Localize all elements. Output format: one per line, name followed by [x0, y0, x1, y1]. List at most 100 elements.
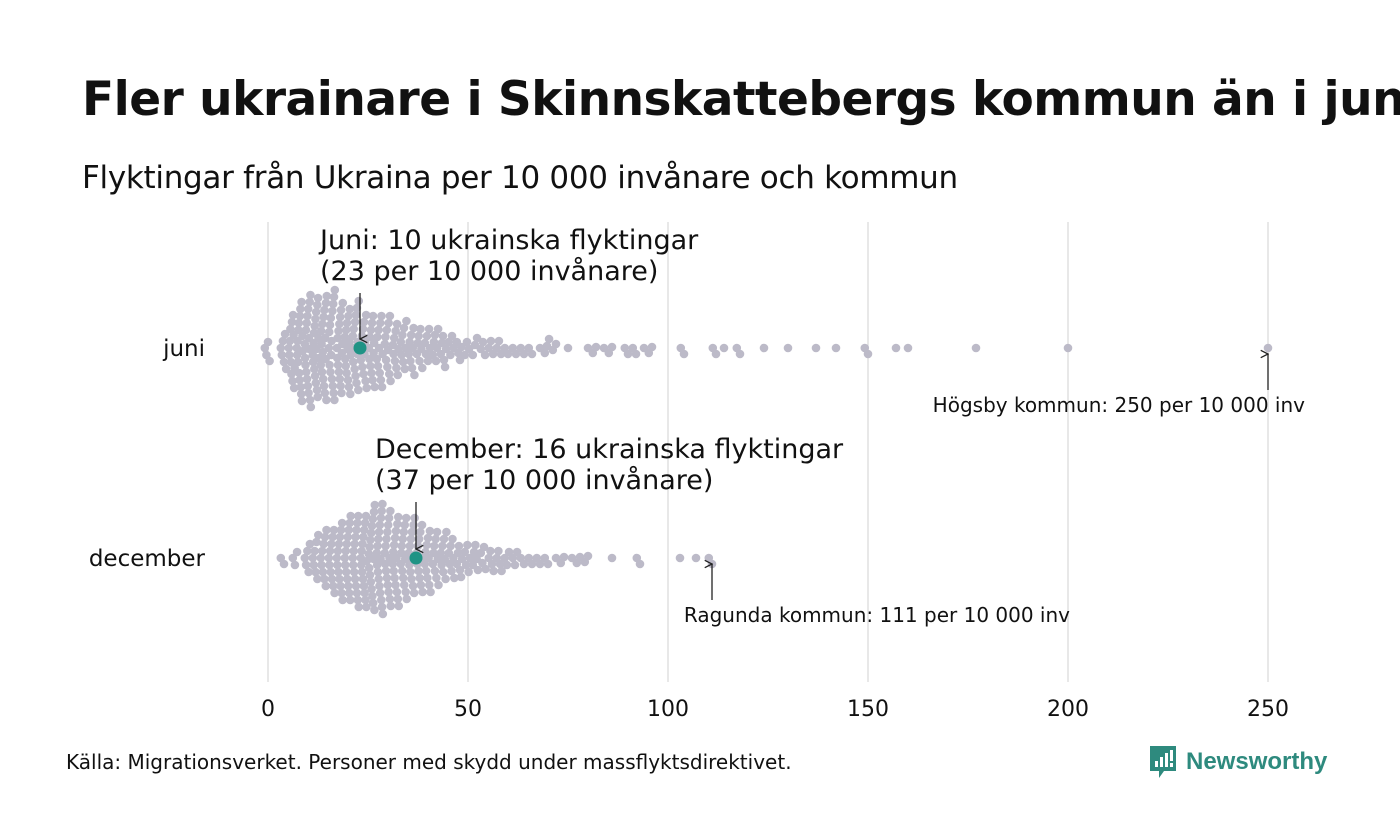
dot-juni [354, 296, 364, 306]
newsworthy-logo-icon [1150, 746, 1176, 778]
dot-december [337, 518, 347, 528]
dot-december [383, 520, 393, 530]
dot-juni [373, 332, 382, 342]
dot-juni [336, 381, 345, 391]
dot-juni [320, 305, 329, 315]
dot-december [317, 546, 327, 556]
dot-juni [333, 333, 342, 343]
dot-juni [511, 349, 521, 359]
dot-december [359, 525, 369, 535]
dot-juni [407, 363, 417, 373]
dot-juni [301, 325, 311, 335]
dot-december [366, 535, 375, 545]
dot-december [279, 559, 289, 569]
dot-juni [335, 374, 345, 384]
dot-december [408, 581, 418, 591]
dot-juni [338, 298, 348, 308]
dot-december [439, 534, 449, 544]
dot-december [374, 527, 384, 537]
dot-juni [341, 325, 351, 335]
dot-juni [362, 383, 371, 393]
dot-juni [460, 350, 470, 360]
dot-juni [437, 338, 447, 348]
dot-juni [365, 354, 374, 364]
dot-december [416, 580, 426, 590]
dot-december [410, 513, 419, 523]
dot-december [456, 572, 466, 582]
highlight-annotation-december: (37 per 10 000 invånare) [375, 465, 713, 496]
dot-december [401, 587, 411, 597]
brand-name: Newsworthy [1186, 748, 1328, 775]
dot-juni [351, 371, 360, 381]
dot-juni [295, 311, 305, 321]
dot-december [353, 511, 363, 521]
dot-december [345, 595, 355, 605]
dot-december [406, 534, 416, 544]
dot-juni [348, 331, 358, 341]
dot-december [350, 539, 359, 549]
dot-december [393, 594, 403, 604]
dot-juni [903, 343, 913, 353]
dot-december [519, 559, 529, 569]
dot-december [341, 546, 351, 556]
dot-december [423, 573, 432, 583]
dot-december [364, 563, 374, 573]
dot-juni [441, 344, 451, 354]
dot-december [353, 518, 362, 528]
dot-juni [265, 356, 274, 366]
dot-juni [296, 304, 305, 314]
dot-december [510, 560, 520, 570]
dot-december [415, 527, 425, 537]
dot-juni [623, 349, 633, 359]
dot-december [635, 559, 645, 569]
x-tick-label: 150 [847, 697, 889, 722]
dot-december [325, 546, 335, 556]
dot-juni [303, 311, 312, 321]
dot-juni [406, 356, 415, 366]
dot-december [313, 574, 322, 584]
dot-december [386, 601, 396, 611]
dot-december [407, 527, 417, 537]
dot-juni [351, 310, 361, 320]
dot-december [559, 552, 569, 562]
dot-juni [311, 314, 320, 324]
dot-december [335, 574, 344, 584]
dot-juni [367, 318, 377, 328]
x-axis-ticks: 0 50 100 150 200 250 [261, 697, 1289, 722]
dot-juni [329, 292, 339, 302]
x-tick-label: 50 [454, 697, 482, 722]
max-annotation-december: Ragunda kommun: 111 per 10 000 inv [684, 603, 1070, 627]
dot-juni [424, 324, 434, 334]
dot-juni [381, 332, 390, 342]
dot-juni [402, 316, 411, 326]
dot-december [305, 539, 315, 549]
dot-december [378, 499, 387, 509]
dot-juni [306, 402, 316, 412]
dot-december [359, 581, 369, 591]
dot-juni [348, 357, 358, 367]
dot-december [489, 566, 498, 576]
brand-logo[interactable]: Newsworthy [1148, 744, 1327, 780]
dot-juni [365, 332, 375, 342]
dot-december [375, 588, 385, 598]
dot-december [365, 542, 374, 552]
highlight-annotation-juni: (23 per 10 000 invånare) [320, 256, 658, 287]
dot-juni [318, 374, 328, 384]
dot-december [316, 553, 326, 563]
dot-juni [326, 313, 336, 323]
dot-december [394, 601, 404, 611]
dot-juni [305, 395, 315, 405]
dots [260, 285, 1273, 619]
dot-juni [344, 382, 354, 392]
dot-juni [310, 364, 319, 374]
dot-december [502, 560, 512, 570]
x-tick-label: 100 [647, 697, 689, 722]
dot-december [397, 566, 407, 576]
dot-juni [417, 363, 427, 373]
dot-juni [312, 385, 322, 395]
dot-december [359, 532, 368, 542]
dot-juni [330, 395, 339, 405]
dot-december [455, 565, 465, 575]
dot-juni [316, 360, 326, 370]
dot-juni [591, 342, 601, 352]
